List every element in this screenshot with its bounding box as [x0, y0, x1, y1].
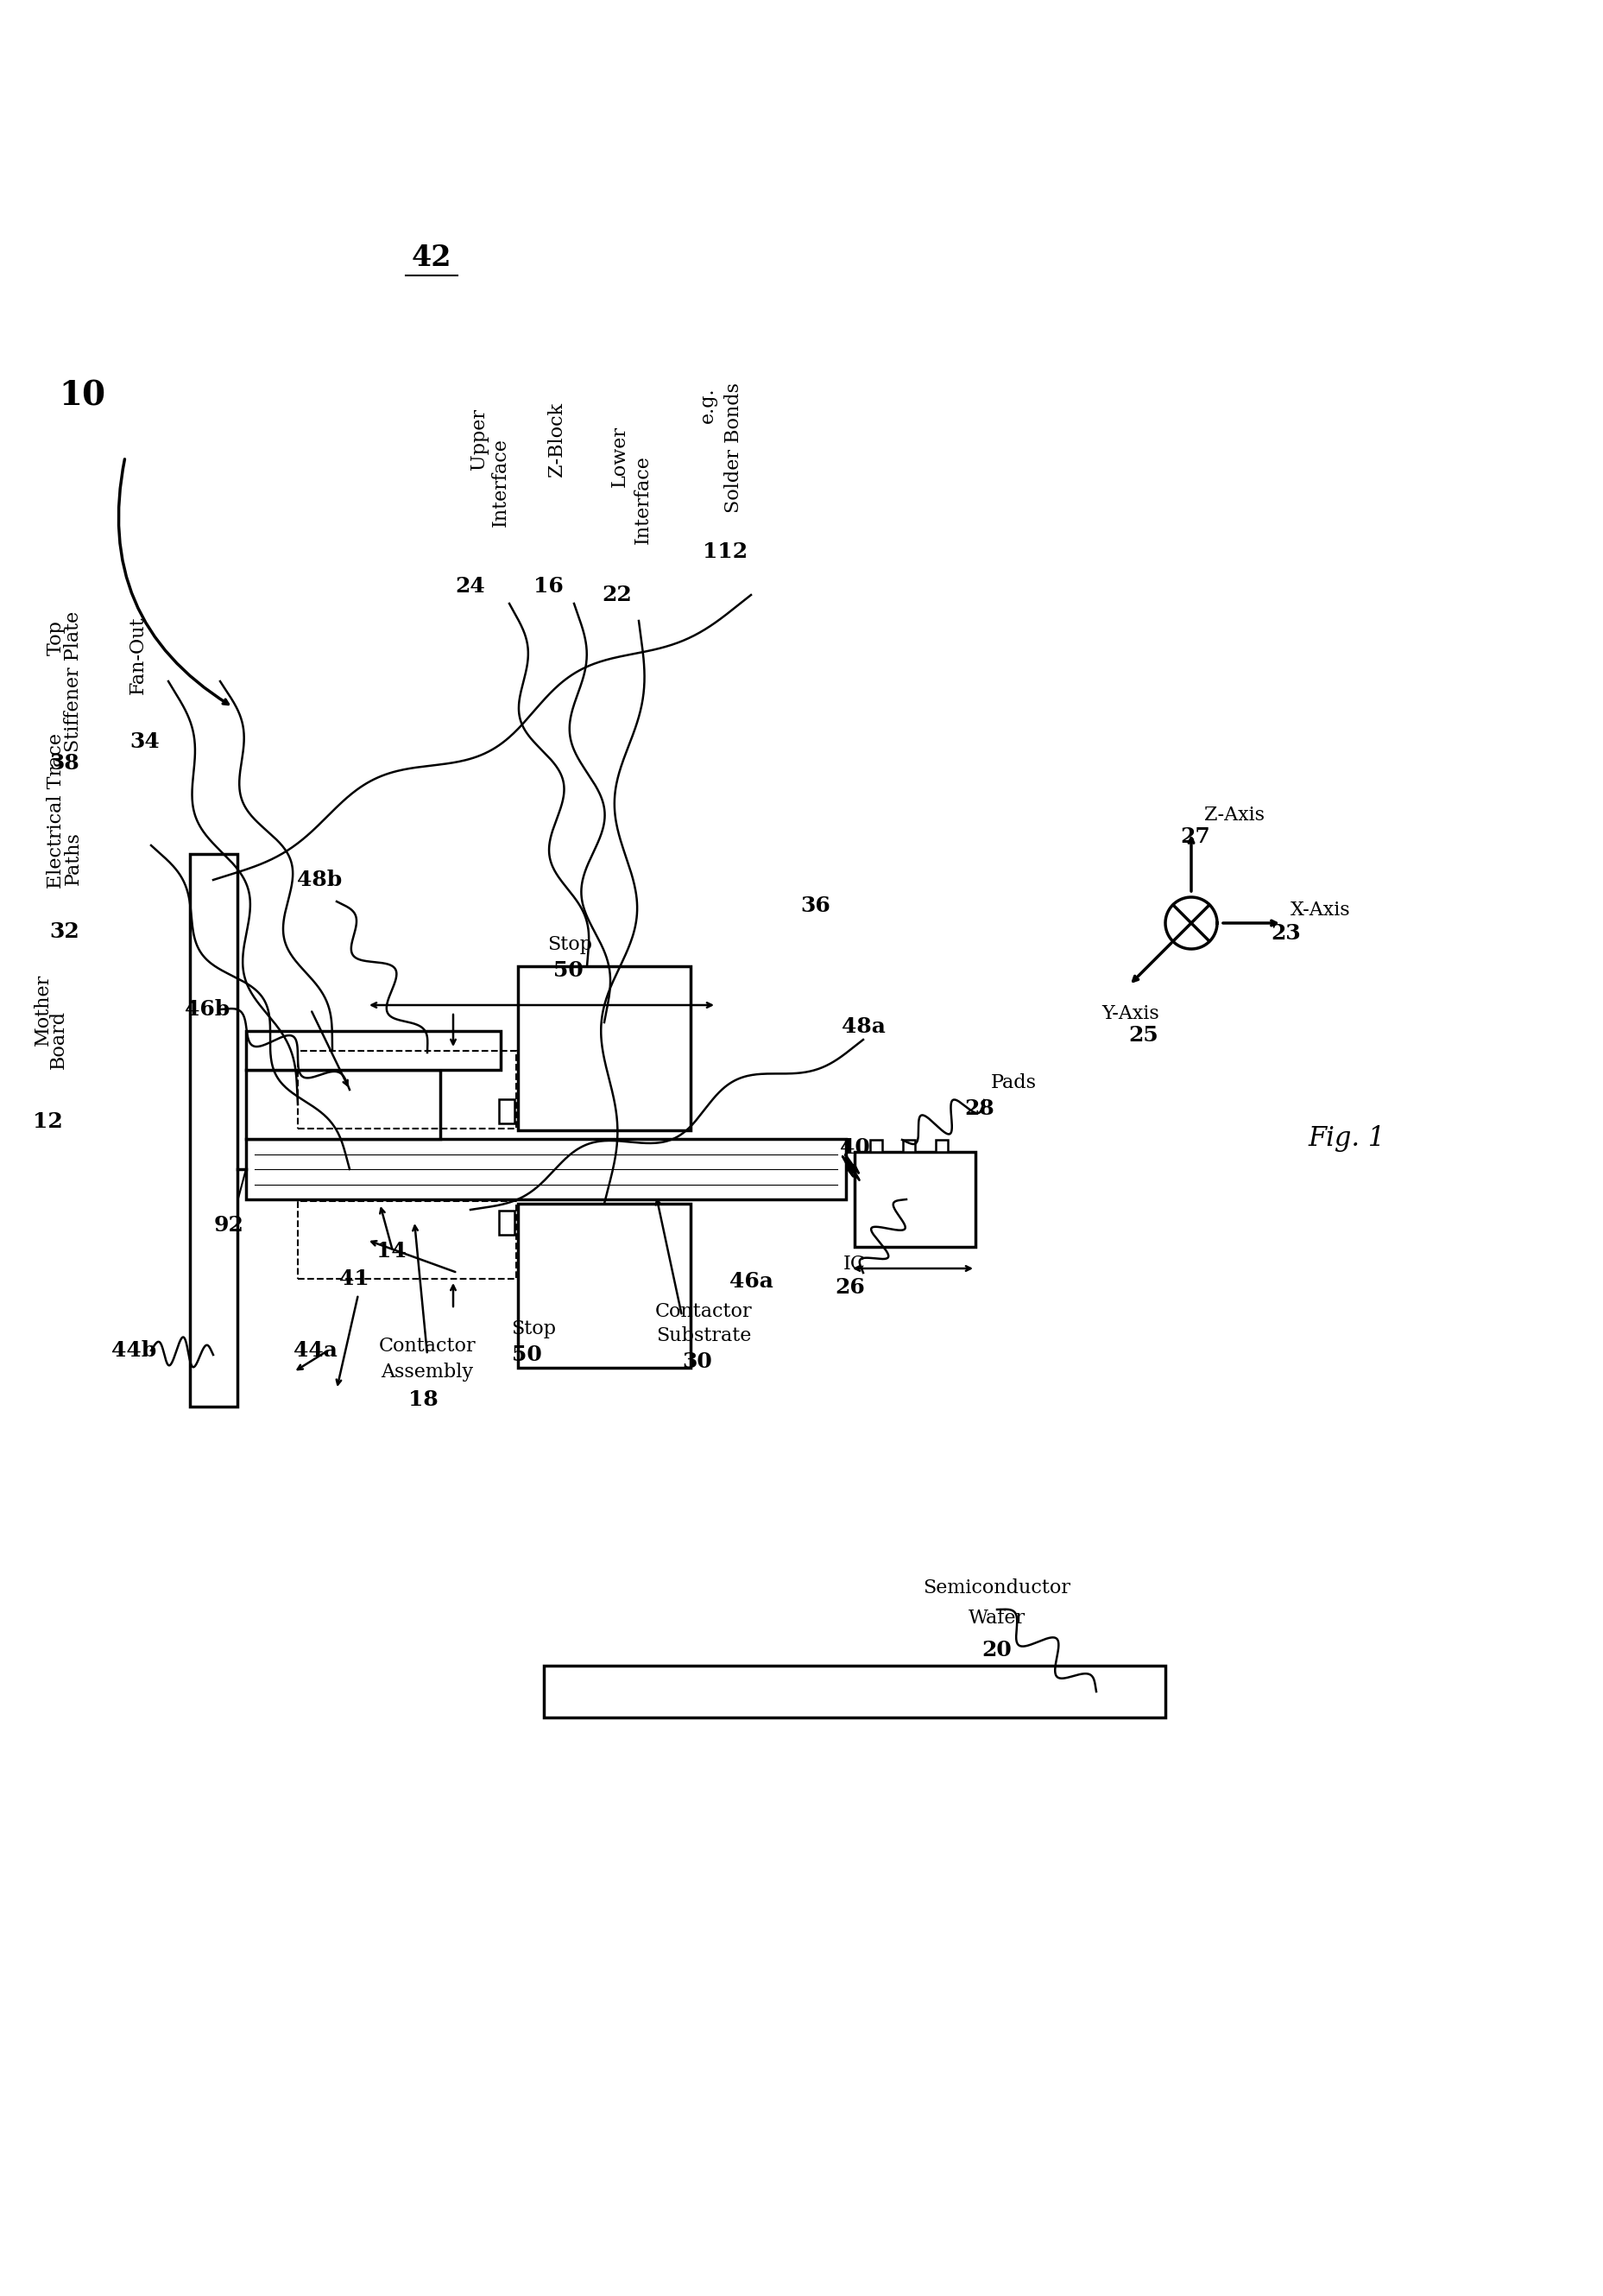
Text: 41: 41 [338, 1267, 369, 1288]
Text: Semiconductor: Semiconductor [923, 1577, 1071, 1598]
Text: Lower: Lower [611, 427, 630, 487]
Text: Upper: Upper [470, 409, 489, 471]
Text: 32: 32 [50, 921, 80, 941]
Text: 40: 40 [840, 1137, 869, 1157]
Text: 44b: 44b [111, 1341, 157, 1362]
Text: 16: 16 [534, 576, 563, 597]
Text: Electrical Trace: Electrical Trace [46, 732, 66, 889]
Text: 50: 50 [511, 1345, 542, 1366]
Text: Fan-Out: Fan-Out [128, 615, 147, 693]
Bar [499, 1210, 515, 1235]
Text: Paths: Paths [64, 831, 83, 884]
Text: e.g.: e.g. [699, 388, 717, 422]
Text: Z-Block: Z-Block [547, 402, 566, 478]
Text: 34: 34 [130, 732, 160, 753]
Bar [189, 854, 237, 1407]
Text: 46b: 46b [184, 999, 229, 1019]
Text: 24: 24 [455, 576, 486, 597]
Text: 12: 12 [32, 1111, 63, 1132]
Bar [518, 967, 691, 1130]
Text: Mother: Mother [34, 974, 53, 1045]
Text: Y-Axis: Y-Axis [1101, 1003, 1159, 1024]
Text: X-Axis: X-Axis [1290, 900, 1351, 921]
Text: 92: 92 [213, 1215, 244, 1235]
Text: 25: 25 [1129, 1024, 1159, 1045]
Text: 30: 30 [683, 1352, 712, 1373]
Bar [902, 1139, 915, 1153]
Text: Assembly: Assembly [382, 1362, 473, 1382]
Text: Solder Bonds: Solder Bonds [725, 383, 744, 514]
Text: 42: 42 [412, 243, 452, 273]
Bar [870, 1139, 882, 1153]
Text: 112: 112 [702, 542, 747, 563]
Text: 18: 18 [409, 1389, 438, 1410]
Text: 46a: 46a [729, 1272, 773, 1293]
Text: 26: 26 [835, 1277, 866, 1297]
Text: 38: 38 [50, 753, 80, 774]
Text: 27: 27 [1180, 827, 1210, 847]
Text: Contactor: Contactor [378, 1336, 476, 1355]
Text: 20: 20 [983, 1639, 1011, 1660]
Bar [543, 1665, 1165, 1717]
Text: Contactor: Contactor [656, 1302, 752, 1320]
Text: IC: IC [843, 1254, 866, 1274]
Text: Substrate: Substrate [656, 1327, 752, 1345]
Text: 23: 23 [1271, 923, 1302, 944]
Text: Interface: Interface [633, 455, 652, 544]
Text: Top: Top [46, 620, 66, 657]
Text: Interface: Interface [491, 439, 510, 528]
Text: Fig. 1: Fig. 1 [1308, 1125, 1385, 1153]
Text: Stop: Stop [511, 1320, 556, 1339]
Text: Wafer: Wafer [968, 1609, 1026, 1628]
Text: Stiffener Plate: Stiffener Plate [64, 611, 83, 751]
Text: 44a: 44a [293, 1341, 337, 1362]
Text: Z-Axis: Z-Axis [1204, 806, 1265, 824]
Text: 14: 14 [377, 1240, 406, 1261]
Text: 50: 50 [553, 960, 583, 980]
Text: Board: Board [50, 1010, 69, 1070]
Text: 48b: 48b [297, 870, 341, 891]
Text: 22: 22 [603, 585, 632, 606]
Text: Stop: Stop [547, 934, 592, 955]
Bar [854, 1153, 976, 1247]
Bar [245, 1070, 441, 1139]
Bar [936, 1139, 947, 1153]
Bar [518, 1203, 691, 1368]
Bar [298, 1052, 516, 1130]
Text: 36: 36 [802, 895, 830, 916]
Text: 28: 28 [965, 1097, 995, 1118]
Bar [499, 1100, 515, 1123]
Bar [298, 1201, 516, 1279]
Text: Pads: Pads [991, 1072, 1037, 1093]
Text: 48a: 48a [842, 1017, 885, 1038]
Bar [245, 1139, 846, 1199]
Bar [245, 1031, 500, 1070]
Text: 10: 10 [59, 379, 106, 413]
